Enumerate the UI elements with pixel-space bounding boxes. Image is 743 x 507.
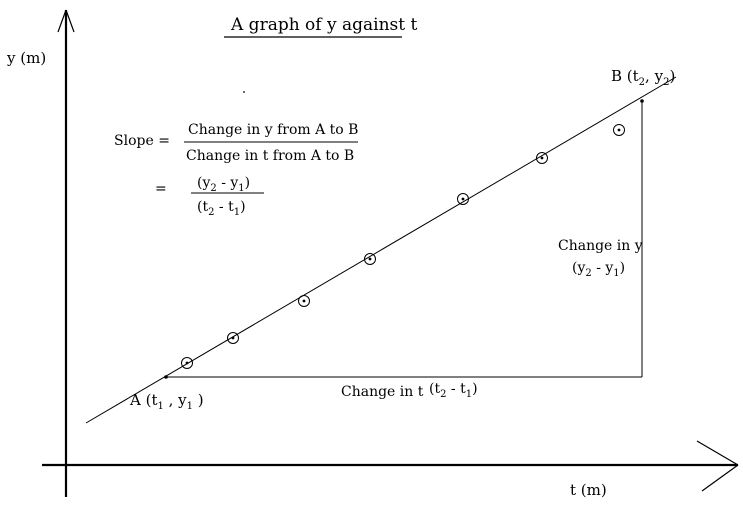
slope-label: Slope = <box>114 133 170 149</box>
equals-sign: = <box>155 181 167 197</box>
axes <box>42 9 739 497</box>
x-axis-arrow-top <box>696 440 739 466</box>
data-point <box>298 295 310 307</box>
point-a-label: A (t1 , y1 ) <box>129 391 204 412</box>
graph-title: A graph of y against t <box>230 15 417 35</box>
change-in-y-label: Change in y <box>558 238 643 254</box>
change-in-t-expr: (t2 - t1) <box>429 381 478 400</box>
y-axis-arrow-left <box>57 9 67 33</box>
best-fit-construction <box>85 76 677 424</box>
slope-denominator: Change in t from A to B <box>186 148 354 164</box>
data-point <box>181 357 193 369</box>
data-point <box>536 152 548 164</box>
y-axis-arrow-right <box>65 9 75 33</box>
best-fit-line <box>85 76 677 424</box>
slope-numerator: Change in y from A to B <box>188 122 358 138</box>
stray-dot <box>243 91 245 93</box>
data-point <box>364 253 376 265</box>
change-in-t-label: Change in t <box>341 384 424 400</box>
slope-formula: Slope = Change in y from A to B Change i… <box>114 122 358 218</box>
data-point <box>227 332 239 344</box>
data-point <box>613 124 625 136</box>
point-b-label: B (t2, y2) <box>611 67 675 88</box>
x-axis-label: t (m) <box>570 481 607 499</box>
data-point <box>457 193 469 205</box>
change-in-y-expr: (y2 - y1) <box>572 260 625 279</box>
slope-numerator-expr: (y2 - y1) <box>197 175 250 194</box>
y-axis-label: y (m) <box>6 49 46 67</box>
slope-denominator-expr: (t2 - t1) <box>197 199 246 218</box>
point-b-marker <box>640 99 644 103</box>
point-a-marker <box>164 375 168 379</box>
data-points <box>181 124 625 369</box>
x-axis-arrow-bottom <box>701 464 739 492</box>
